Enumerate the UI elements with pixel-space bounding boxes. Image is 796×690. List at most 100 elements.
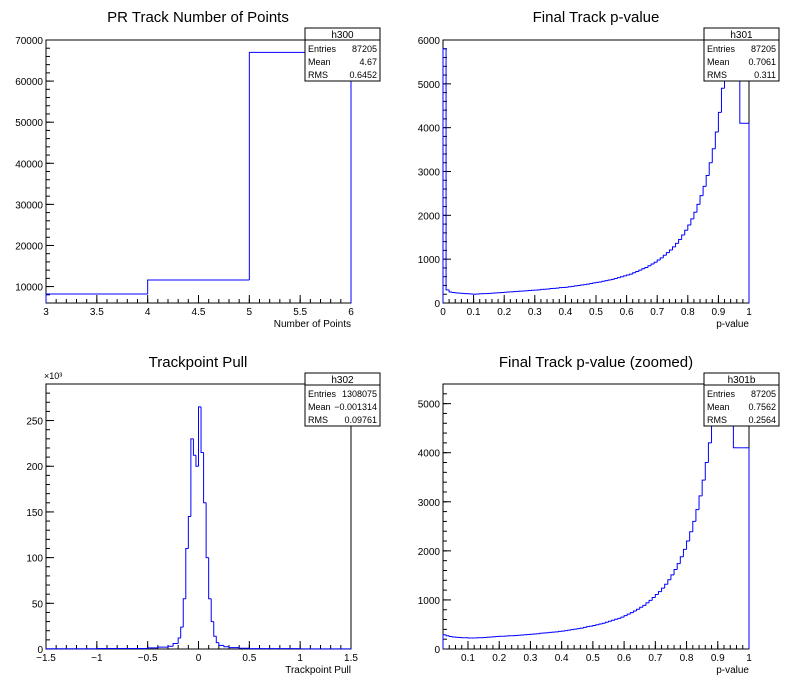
- histogram-bin: [448, 635, 453, 637]
- y-tick-label: 30000: [15, 200, 43, 211]
- histogram-bin: [645, 602, 650, 606]
- x-tick-label: 0.7: [648, 653, 662, 664]
- stats-value: 0.7061: [748, 57, 776, 67]
- histogram-bin: [172, 643, 179, 647]
- histogram-bin: [632, 272, 636, 275]
- histogram-bin: [177, 637, 181, 644]
- x-tick-label: 0: [196, 653, 202, 664]
- stats-label: RMS: [308, 415, 328, 425]
- x-tick-label: 0.8: [680, 653, 694, 664]
- panel-h301: Final Track p-value 0 0.1 0.2 0.3 0.4 0.5 0.6 0.…: [418, 9, 780, 330]
- chart-title: PR Track Number of Points: [107, 9, 289, 26]
- histogram-bin: [611, 619, 615, 622]
- histogram-bin: [644, 266, 649, 269]
- histogram-bin: [661, 587, 665, 592]
- histogram-bin: [445, 634, 450, 637]
- histogram-bin: [675, 242, 679, 247]
- y-tick-label: 3000: [418, 498, 441, 509]
- histogram-bin: [595, 624, 600, 626]
- x-tick-label: 5: [247, 307, 253, 318]
- histogram-bin: [614, 618, 618, 621]
- stats-value: 0.311: [754, 70, 776, 80]
- histogram-bin: [601, 622, 606, 624]
- histogram-bin: [167, 645, 174, 648]
- x-tick-label: 1: [746, 653, 752, 664]
- histogram-bin: [686, 540, 690, 550]
- panel-h301b: Final Track p-value (zoomed) 0.1 0.2 0.3 0.4…: [418, 354, 780, 676]
- histogram-bin: [651, 596, 656, 601]
- histogram-bin: [704, 462, 709, 481]
- histogram-bin: [604, 621, 609, 624]
- y-tick-label: 20000: [15, 241, 43, 252]
- x-tick-label: −1.5: [36, 653, 56, 664]
- y-tick-label: 4000: [418, 124, 441, 135]
- x-tick-label: 1.5: [344, 653, 358, 664]
- chart-title: Trackpoint Pull: [149, 354, 248, 371]
- stats-label: Entries: [308, 44, 337, 54]
- y-tick-label: 200: [26, 462, 43, 473]
- x-tick-label: 0: [440, 307, 446, 318]
- x-tick-label: 6: [348, 307, 354, 318]
- histogram-bin: [639, 606, 643, 610]
- stats-box-frame: [703, 27, 780, 82]
- histogram-bin: [657, 591, 662, 595]
- histogram-bin: [192, 438, 196, 456]
- stats-label: RMS: [707, 415, 727, 425]
- histogram-bin: [667, 579, 671, 585]
- stats-label: Mean: [308, 57, 331, 67]
- histogram-series: [45, 51, 352, 303]
- histogram-bin: [699, 195, 704, 205]
- y-tick-label: 2000: [418, 547, 441, 558]
- histogram-bin: [601, 280, 606, 282]
- x-tick-label: 0.3: [523, 653, 537, 664]
- histogram-bin: [701, 479, 706, 496]
- histogram-bin: [690, 218, 694, 225]
- x-tick-label: 0.4: [558, 307, 572, 318]
- y-tick-label: 1000: [418, 596, 441, 607]
- stats-box-header: h302: [331, 375, 354, 386]
- y-tick-label: 5000: [418, 400, 441, 411]
- stats-value: 0.6452: [349, 70, 377, 80]
- y-tick-label: 100: [26, 554, 43, 565]
- stats-value: 0.2564: [748, 415, 776, 425]
- histogram-bin: [647, 265, 652, 268]
- histogram-bin: [218, 642, 224, 646]
- chart-title: Final Track p-value: [533, 9, 660, 26]
- y-tick-label: 1000: [418, 255, 441, 266]
- histogram-bin: [445, 48, 450, 291]
- panel-h300: PR Track Number of Points 3 3.5 4 4.5 5 5.5 6Nu…: [15, 9, 381, 330]
- x-tick-label: 3.5: [90, 307, 104, 318]
- stats-value: 87205: [352, 44, 377, 54]
- y-tick-label: 250: [26, 417, 43, 428]
- histogram-bin: [650, 263, 655, 266]
- y-tick-label: 4000: [418, 449, 441, 460]
- histogram-bin: [684, 229, 688, 236]
- stats-label: Mean: [707, 402, 730, 412]
- x-axis-label: Number of Points: [274, 319, 351, 330]
- x-tick-label: 0.2: [497, 307, 511, 318]
- histogram-series: [45, 406, 352, 650]
- stats-box-header: h301: [730, 30, 753, 41]
- histogram-bin: [442, 48, 447, 303]
- histogram-bin: [654, 594, 659, 598]
- histogram-bin: [607, 279, 612, 281]
- stats-value: 87205: [751, 389, 776, 399]
- stats-label: RMS: [308, 70, 328, 80]
- histogram-bin: [157, 646, 168, 648]
- x-tick-label: 0.6: [620, 307, 634, 318]
- x-tick-label: −0.5: [138, 653, 158, 664]
- histogram-bin: [695, 509, 700, 522]
- histogram-bin: [626, 613, 631, 616]
- histogram-bin: [187, 516, 191, 549]
- histogram-bin: [228, 646, 240, 649]
- x-axis: 0 0.1 0.2 0.3 0.4 0.5 0.6 0.7 0.8 0.9 1: [440, 295, 752, 318]
- histogram-bin: [147, 279, 250, 294]
- histogram-bin: [200, 406, 204, 454]
- y-exponent-label: ×10³: [44, 371, 62, 381]
- x-axis-label: p-value: [716, 665, 749, 676]
- y-tick-label: 5000: [418, 80, 441, 91]
- histogram-bin: [717, 111, 722, 133]
- histogram-series: [442, 383, 750, 649]
- histogram-bin: [185, 547, 189, 599]
- y-tick-label: 150: [26, 508, 43, 519]
